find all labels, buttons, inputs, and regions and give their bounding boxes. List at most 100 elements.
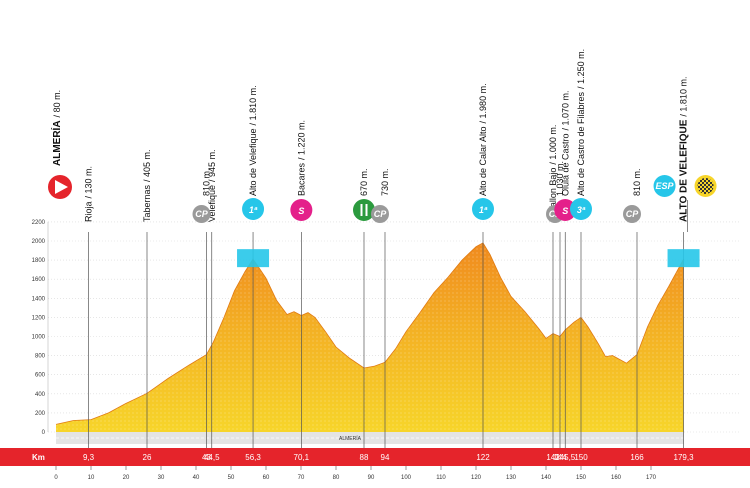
waypoint-name: El Tallon Bajo bbox=[548, 168, 558, 222]
waypoint-name: Velefique bbox=[207, 185, 217, 222]
km-bar-bg bbox=[0, 448, 750, 466]
waypoint-altitude: 810 m. bbox=[202, 168, 212, 196]
km-value: 9,3 bbox=[83, 453, 95, 462]
y-tick-label: 800 bbox=[35, 354, 46, 360]
x-tick-label: 60 bbox=[263, 475, 270, 481]
x-tick-label: 10 bbox=[88, 475, 95, 481]
feed-fork bbox=[360, 204, 363, 216]
climb-text: 1ª bbox=[479, 205, 488, 215]
km-value: 26 bbox=[143, 453, 152, 462]
x-tick-label: 120 bbox=[471, 475, 482, 481]
x-tick-label: 140 bbox=[541, 475, 552, 481]
start-arrow bbox=[55, 180, 68, 194]
waypoint-altitude: / 945 m. bbox=[207, 149, 217, 182]
waypoint-label: Rioja / 130 m. bbox=[84, 166, 94, 222]
esp-text: ESP bbox=[656, 181, 675, 191]
waypoint-label: Bacares / 1.220 m. bbox=[296, 120, 306, 196]
esp-circle bbox=[653, 175, 676, 197]
waypoint-label: 810 m. bbox=[632, 168, 642, 196]
waypoint-name: Alto de Calar Alto bbox=[478, 126, 488, 196]
feed-icon bbox=[353, 199, 375, 221]
x-tick-label: 110 bbox=[436, 475, 446, 481]
cat1-icon: 1ª bbox=[242, 198, 265, 220]
y-tick-label: 1400 bbox=[32, 296, 46, 302]
waypoint-label: Olula de Castro / 1.070 m. bbox=[560, 90, 570, 196]
y-tick-label: 200 bbox=[35, 411, 46, 417]
x-tick-label: 130 bbox=[506, 475, 517, 481]
y-tick-label: 2000 bbox=[32, 239, 46, 245]
waypoint-lines bbox=[88, 200, 688, 450]
cp-circle bbox=[192, 205, 211, 223]
waypoint-label: 730 m. bbox=[380, 168, 390, 196]
waypoint-name: ALTO DE VELEFIQUE bbox=[679, 119, 690, 222]
km-value: 142 bbox=[546, 453, 560, 462]
summit-marker bbox=[237, 249, 270, 268]
cp-text: CP bbox=[195, 209, 208, 219]
y-tick-label: 1000 bbox=[32, 335, 46, 341]
profile-area-group bbox=[55, 242, 684, 432]
y-tick-label: 600 bbox=[35, 373, 46, 379]
x-tick-label: 170 bbox=[646, 475, 657, 481]
sprint-circle bbox=[554, 199, 577, 221]
x-tick-label: 150 bbox=[576, 475, 587, 481]
km-value: 43 bbox=[202, 453, 211, 462]
waypoint-altitude: / 1.250 m. bbox=[576, 49, 586, 89]
km-value: 144 bbox=[553, 453, 567, 462]
waypoint-altitude: / 1.810 m. bbox=[248, 85, 258, 125]
waypoint-name: Alto de Castro de Filabres bbox=[576, 91, 586, 196]
y-tick-label: 1200 bbox=[32, 315, 46, 321]
climb-circle bbox=[242, 198, 265, 220]
y-tick-label: 400 bbox=[35, 392, 46, 398]
sprint-text: S bbox=[562, 206, 568, 216]
y-tick-label: 1600 bbox=[32, 277, 46, 283]
waypoint-label: 1.030 m. bbox=[555, 161, 565, 196]
waypoint-label: Alto de Velefique / 1.810 m. bbox=[248, 85, 258, 196]
cp-icon: CP bbox=[192, 205, 211, 223]
waypoint-altitude: / 1.980 m. bbox=[478, 83, 488, 123]
sprint-text: S bbox=[298, 206, 304, 216]
feed-circle bbox=[353, 199, 375, 221]
waypoint-altitude: / 1.220 m. bbox=[296, 120, 306, 160]
waypoint-label: Velefique / 945 m. bbox=[207, 149, 217, 222]
waypoint-altitude: / 1.070 m. bbox=[560, 90, 570, 130]
km-value: 56,3 bbox=[245, 453, 261, 462]
waypoint-altitude: 730 m. bbox=[380, 168, 390, 196]
waypoint-altitude: 1.030 m. bbox=[555, 161, 565, 196]
sprint-circle bbox=[290, 199, 313, 221]
waypoint-altitude: / 1.810 m. bbox=[679, 77, 689, 117]
x-tick-label: 20 bbox=[123, 475, 130, 481]
summit-marker bbox=[667, 249, 700, 268]
finish-icon bbox=[694, 175, 717, 197]
start-icon bbox=[48, 175, 72, 199]
cp-text: CP bbox=[626, 209, 639, 219]
y-tick-label: 2200 bbox=[32, 220, 46, 226]
waypoint-label: ALTO DE VELEFIQUE / 1.810 m. bbox=[679, 77, 690, 222]
waypoint-label: Tabernas / 405 m. bbox=[142, 149, 152, 222]
cp-text: CP bbox=[374, 209, 387, 219]
profile-line bbox=[55, 242, 684, 425]
waypoint-labels: ALMERÍA / 80 m. Rioja / 130 m. Tabernas / 405… bbox=[50, 49, 690, 222]
waypoint-name: Olula de Castro bbox=[560, 133, 570, 196]
km-value: 150 bbox=[574, 453, 588, 462]
cat1-icon: 1ª bbox=[472, 198, 494, 220]
cat3-icon: 3ª bbox=[570, 198, 592, 220]
y-tick-label: 0 bbox=[42, 430, 46, 436]
y-tick-label: 1800 bbox=[32, 258, 46, 264]
waypoint-altitude: 810 m. bbox=[632, 168, 642, 196]
km-value: 94 bbox=[381, 453, 390, 462]
climb-text: 3ª bbox=[577, 205, 586, 215]
km-value: 122 bbox=[476, 453, 490, 462]
x-tick-label: 80 bbox=[333, 475, 340, 481]
waypoint-label: Alto de Castro de Filabres / 1.250 m. bbox=[576, 49, 586, 196]
road-strip bbox=[56, 432, 684, 444]
x-axis: 0 10 20 30 40 50 60 70 80 90 100 110 120 130 140 150 160… bbox=[54, 466, 657, 481]
feed-knife bbox=[365, 204, 368, 216]
km-value: 88 bbox=[360, 453, 369, 462]
x-tick-label: 0 bbox=[54, 475, 58, 481]
km-value: 44,5 bbox=[204, 453, 220, 462]
cp-icon: CP bbox=[623, 205, 641, 223]
